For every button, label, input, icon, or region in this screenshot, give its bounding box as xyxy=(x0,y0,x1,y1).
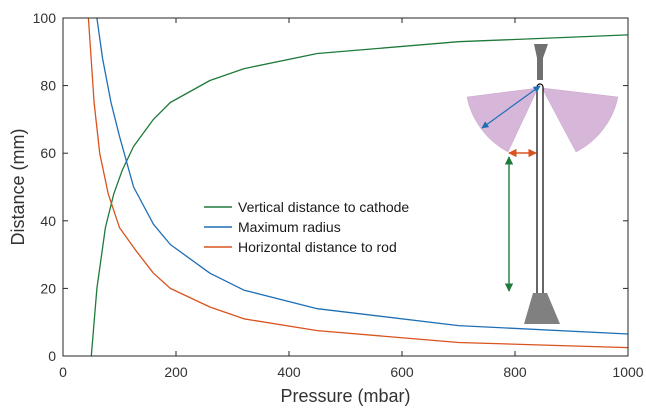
series-line-0 xyxy=(90,34,628,356)
y-axis-title: Distance (mm) xyxy=(8,128,28,245)
plasma-cone-left xyxy=(466,87,539,153)
x-tick-label: 0 xyxy=(59,364,67,380)
series-layer xyxy=(87,18,628,356)
cathode-tip xyxy=(534,44,548,80)
x-axis-title: Pressure (mbar) xyxy=(280,386,410,406)
electrode-rod xyxy=(536,83,544,297)
x-tick-label: 600 xyxy=(390,364,414,380)
y-tick-label: 80 xyxy=(40,78,56,94)
y-tick-label: 40 xyxy=(40,213,56,229)
radius-arrow xyxy=(481,85,541,129)
electrode-schematic xyxy=(466,44,619,324)
legend-label: Vertical distance to cathode xyxy=(238,199,409,215)
series-line-2 xyxy=(87,18,628,349)
legend: Vertical distance to cathode Maximum radi… xyxy=(204,199,409,255)
y-tick-label: 0 xyxy=(48,348,56,364)
x-tick-label: 800 xyxy=(503,364,527,380)
x-tick-label: 400 xyxy=(277,364,301,380)
rod-base xyxy=(524,293,560,324)
x-tick-label: 1000 xyxy=(612,364,643,380)
legend-label: Maximum radius xyxy=(238,219,341,235)
axis-ticks: 0 200 400 600 800 1000 0 20 40 60 80 100 xyxy=(33,10,644,380)
legend-label: Horizontal distance to rod xyxy=(238,239,397,255)
y-tick-label: 100 xyxy=(33,10,57,26)
y-tick-label: 60 xyxy=(40,145,56,161)
x-tick-label: 200 xyxy=(164,364,188,380)
plasma-cone-right xyxy=(541,87,619,153)
y-tick-label: 20 xyxy=(40,280,56,296)
plot-frame xyxy=(62,17,629,357)
series-line-1 xyxy=(96,18,628,335)
